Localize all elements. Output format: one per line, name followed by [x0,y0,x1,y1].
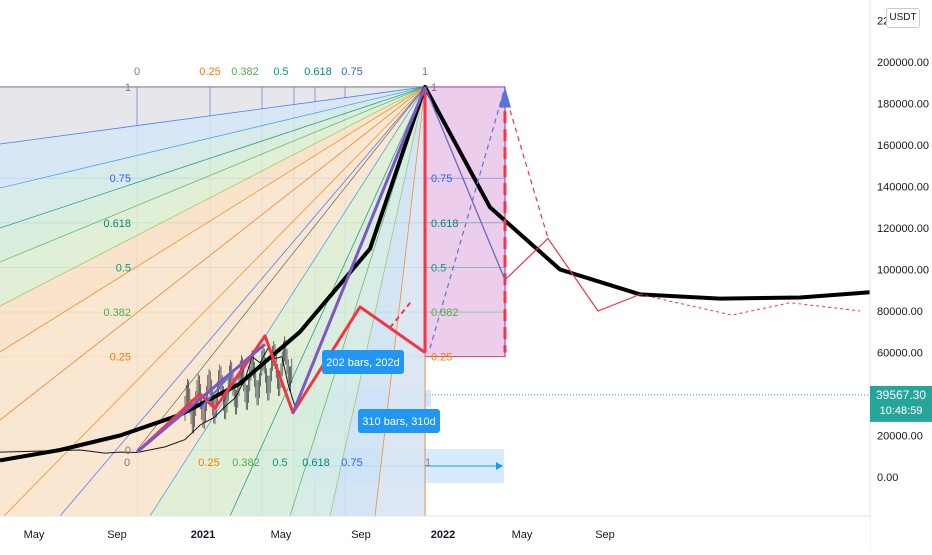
x-tick-label: May [512,529,533,541]
fib-label-left: 0 [125,445,131,457]
y-tick-label: 20000.00 [877,431,923,443]
wave-line [429,86,506,349]
fib-label-left: 0.382 [103,307,131,319]
currency-badge[interactable]: USDT [886,8,920,28]
fib-label-right: 0.75 [431,173,452,185]
price-tag-time: 10:48:59 [880,405,923,417]
wave-line [424,86,506,281]
zigzag-dashed [389,299,413,329]
x-tick-label: 2021 [191,529,215,541]
fib-label-top: 0.382 [231,66,259,78]
y-tick-label: 100000.00 [877,265,929,277]
fib-label-bottom: 0.5 [272,457,287,469]
fan-ray [0,86,426,229]
fib-label-left: 0.25 [110,352,131,364]
fan-ray [0,86,426,353]
fan-ray [59,86,426,517]
measure-tag-label: 202 bars, 202d [326,357,399,369]
price-tag-value: 39567.30 [876,388,926,402]
x-tick-label: May [271,529,292,541]
fan-ray [149,86,426,517]
wave-arrowhead [499,86,511,108]
fib-label-right: 0.618 [431,218,459,230]
fib-label-left: 0.5 [116,262,131,274]
fan-ray [329,86,426,517]
time-axis-panel [0,516,870,550]
price-tag [870,385,932,422]
fib-label-top: 0.618 [304,66,332,78]
arc-curve [0,84,871,463]
y-tick-label: 140000.00 [877,182,929,194]
wave-line [291,86,427,414]
fib-label-top: 0.75 [341,66,362,78]
fib-label-bottom: 0.25 [198,457,219,469]
fib-label-bottom: 0.382 [232,457,260,469]
x-tick-label: Sep [351,529,371,541]
wave-line [136,343,266,454]
projection-dashed [639,293,861,316]
measure-tag [322,350,404,374]
fib-label-left: 1 [125,82,131,94]
fib-label-bottom: 0.618 [302,457,330,469]
fib-label-top: 1 [422,66,428,78]
fib-label-left: 0.618 [103,218,131,230]
y-tick-label: 60000.00 [877,348,923,360]
fib-label-right: 0.382 [431,307,459,319]
fib-label-right: 1 [431,82,437,94]
y-tick-label: 80000.00 [877,306,923,318]
fib-label-bottom: 1 [425,457,431,469]
fib-label-top: 0.25 [199,66,220,78]
fib-label-bottom: 0 [124,457,130,469]
fib-label-top: 0 [134,66,140,78]
fib-label-top: 0.5 [273,66,288,78]
x-tick-label: Sep [107,529,127,541]
y-tick-label: 180000.00 [877,99,929,111]
date-range-arrowhead [496,462,503,470]
zigzag-line [135,305,426,454]
fib-label-right: 0.25 [431,352,452,364]
price-line [0,347,297,454]
measure-tag [358,409,440,433]
fan-ray [374,86,426,517]
fib-label-bottom: 0.75 [341,457,362,469]
price-axis-panel [870,0,932,550]
y-tick-label: 0.00 [877,472,898,484]
projection-dashed-top [504,92,549,239]
fib-label-right: 0.5 [431,262,446,274]
fan-ray [136,86,426,451]
y-tick-label: 160000.00 [877,140,929,152]
x-tick-label: May [24,529,45,541]
x-tick-label: 2022 [431,529,455,541]
measure-tag-label: 310 bars, 310d [362,416,435,428]
fan-ray [0,86,426,263]
wave-line [199,372,233,410]
fan-ray [0,86,426,307]
y-tick-label: 200000.00 [877,57,929,69]
x-tick-label: Sep [595,529,615,541]
fan-ray [0,86,426,189]
fib-label-left: 0.75 [110,173,131,185]
fan-ray [0,86,426,145]
y-tick-label: 120000.00 [877,223,929,235]
fan-ray [0,86,426,421]
